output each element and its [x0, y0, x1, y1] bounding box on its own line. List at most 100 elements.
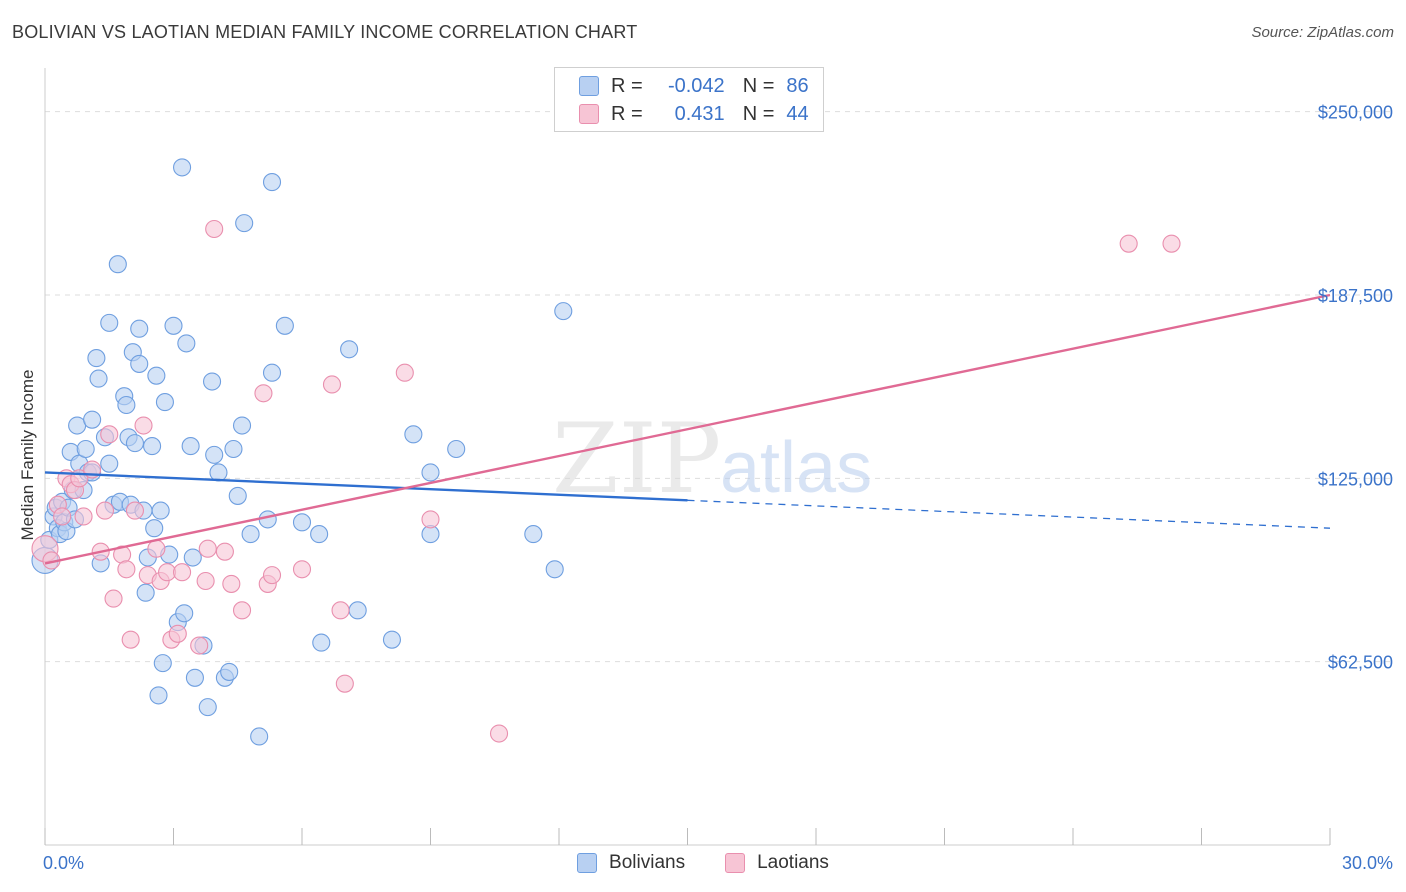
- laotian-point: [1162, 234, 1181, 253]
- bolivian-point: [198, 698, 217, 717]
- laotian-point: [292, 560, 312, 579]
- bolivian-point: [262, 173, 282, 192]
- laotian-point: [104, 589, 123, 608]
- laotian-point: [262, 566, 282, 585]
- laotian-point: [222, 574, 241, 593]
- bolivian-point: [241, 525, 260, 544]
- bolivian-point: [262, 363, 282, 382]
- laotian-point: [421, 510, 440, 529]
- bolivian-point: [232, 416, 252, 435]
- legend-r-label: R =: [611, 74, 643, 97]
- bolivian-point: [173, 158, 192, 177]
- laotian-point: [134, 416, 153, 435]
- bolivian-point: [87, 349, 106, 368]
- legend-r-value: 0.431: [674, 102, 725, 125]
- laotian-point: [147, 539, 166, 558]
- legend-item-laotians[interactable]: Laotians: [725, 852, 829, 874]
- legend-n-label: N =: [742, 102, 775, 125]
- stats-legend: R = -0.042 N = 86 R = 0.431 N = 44: [554, 67, 824, 132]
- series-legend: Bolivians Laotians: [0, 852, 1406, 874]
- bolivian-point: [183, 548, 202, 567]
- bolivian-point: [312, 633, 331, 652]
- bolivian-point: [151, 501, 170, 520]
- y-axis-label: Median Family Income: [18, 369, 37, 540]
- legend-n-label: N =: [742, 74, 775, 97]
- laotian-point: [190, 636, 209, 655]
- laotian-point: [173, 563, 192, 582]
- legend-swatch-bolivians: [577, 853, 598, 873]
- laotian-point: [74, 507, 93, 526]
- bolivian-point: [175, 604, 194, 623]
- laotian-point: [322, 375, 342, 394]
- watermark: ZIP atlas: [552, 403, 872, 515]
- laotian-point: [121, 630, 140, 649]
- y-tick-label: $187,500: [1318, 286, 1393, 306]
- laotian-point: [125, 501, 144, 520]
- laotian-point: [95, 501, 115, 520]
- bolivian-point: [181, 437, 200, 456]
- bolivian-point: [203, 372, 222, 391]
- legend-swatch-laotians: [579, 104, 599, 124]
- laotian-point: [395, 363, 414, 382]
- laotian-point: [215, 542, 234, 561]
- laotian-point: [198, 539, 217, 558]
- bolivian-point: [130, 354, 149, 373]
- legend-swatch-laotians: [725, 853, 746, 873]
- legend-label-bolivians: Bolivians: [609, 852, 686, 873]
- bolivian-point: [292, 513, 312, 532]
- bolivian-point: [125, 434, 144, 453]
- bolivian-point: [447, 439, 466, 459]
- laotian-point: [117, 560, 136, 579]
- bolivian-point: [209, 463, 228, 482]
- bolivian-point: [149, 686, 168, 705]
- bolivian-point: [258, 510, 277, 529]
- bolivian-point: [164, 316, 183, 335]
- legend-label-laotians: Laotians: [757, 852, 829, 873]
- y-tick-label: $125,000: [1318, 469, 1393, 489]
- bolivian-point: [275, 316, 294, 335]
- grid-layer: [45, 111, 1395, 663]
- trend-layer: [44, 293, 1331, 565]
- legend-n-value: 86: [786, 74, 809, 97]
- bolivian-point: [147, 366, 166, 385]
- bolivian-point: [382, 630, 402, 649]
- label-layer: $62,500 $125,000 $187,500 $250,000 0.0% 30.0%: [43, 103, 1393, 873]
- bolivian-point: [224, 439, 243, 459]
- bolivian-trend-line: [44, 471, 688, 502]
- bolivian-point: [136, 583, 155, 602]
- bolivian-point: [250, 727, 269, 746]
- bolivian-point: [348, 601, 367, 620]
- laotian-point: [196, 571, 215, 591]
- legend-item-bolivians[interactable]: Bolivians: [577, 852, 685, 874]
- bolivian-point: [228, 486, 247, 505]
- bolivian-point: [205, 445, 224, 464]
- laotian-point: [335, 674, 354, 693]
- bolivian-point: [89, 369, 108, 388]
- bolivian-trend-projection: [687, 499, 1331, 529]
- chart-title: BOLIVIAN VS LAOTIAN MEDIAN FAMILY INCOME…: [12, 22, 638, 42]
- y-tick-label: $62,500: [1328, 653, 1393, 673]
- bolivian-point: [130, 319, 149, 338]
- legend-row-laotians: R = 0.431 N = 44: [579, 100, 809, 128]
- bolivian-point: [76, 439, 95, 459]
- bolivian-point: [545, 560, 564, 579]
- bolivian-point: [83, 410, 102, 429]
- bolivian-point: [404, 425, 423, 444]
- laotian-point: [232, 601, 252, 620]
- x-tick-label: 30.0%: [1342, 853, 1393, 873]
- bolivian-point: [220, 662, 239, 681]
- laotian-point: [100, 425, 119, 444]
- bolivian-point: [108, 255, 127, 274]
- bolivian-point: [100, 454, 119, 473]
- bolivian-point: [421, 463, 440, 482]
- points-layer: [31, 158, 1181, 746]
- x-tick-label: 0.0%: [43, 853, 84, 873]
- source-credit: Source: ZipAtlas.com: [1251, 24, 1394, 41]
- bolivian-point: [554, 302, 573, 321]
- legend-n-value: 44: [786, 102, 809, 125]
- bolivian-point: [117, 395, 136, 415]
- bolivian-point: [155, 393, 174, 412]
- legend-r-label: R =: [611, 102, 643, 125]
- axis-layer: [44, 68, 1331, 846]
